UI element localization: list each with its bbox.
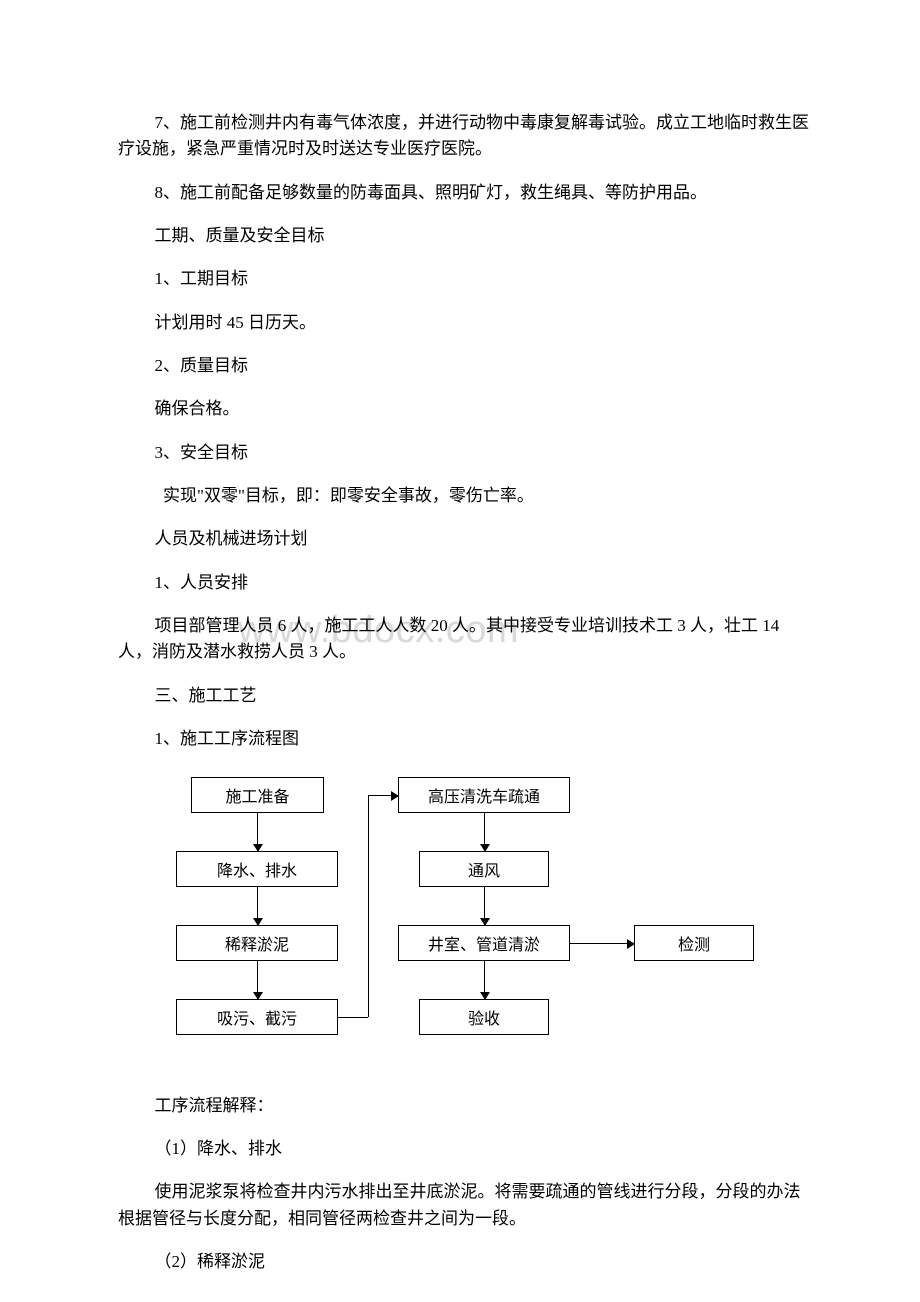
- flowchart-node-ventilation: 通风: [419, 851, 549, 887]
- elbow-h2-arrow: [368, 795, 398, 796]
- paragraph-7: 7、施工前检测井内有毒气体浓度，并进行动物中毒康复解毒试验。成立工地临时救生医疗…: [118, 110, 810, 163]
- goal-3-title: 3、安全目标: [118, 440, 810, 466]
- goal-3-body: 实现"双零"目标，即：即零安全事故，零伤亡率。: [118, 483, 810, 509]
- flowchart-node-clean: 井室、管道清淤: [398, 925, 570, 961]
- elbow-v: [368, 795, 369, 1017]
- plan-1-body: 项目部管理人员 6 人，施工工人人数 20 人。其中接受专业培训技术工 3 人，…: [118, 613, 810, 666]
- section-goals-title: 工期、质量及安全目标: [118, 223, 810, 249]
- explain-1-title: （1）降水、排水: [118, 1136, 810, 1162]
- tech-1-title: 1、施工工序流程图: [118, 726, 810, 752]
- flowchart-node-suction: 吸污、截污: [176, 999, 338, 1035]
- explain-1-body: 使用泥浆泵将检查井内污水排出至井底淤泥。将需要疏通的管线进行分段，分段的办法根据…: [118, 1179, 810, 1232]
- flowchart-node-accept: 验收: [419, 999, 549, 1035]
- goal-2-body: 确保合格。: [118, 396, 810, 422]
- flowchart-node-drainage: 降水、排水: [176, 851, 338, 887]
- flowchart-node-inspect: 检测: [634, 925, 754, 961]
- arrow-n3-n4: [257, 961, 258, 999]
- section-plan-title: 人员及机械进场计划: [118, 526, 810, 552]
- arrow-n6-n7: [484, 887, 485, 925]
- arrow-n5-n6: [484, 813, 485, 851]
- section-tech-title: 三、施工工艺: [118, 683, 810, 709]
- explain-title: 工序流程解释：: [118, 1093, 810, 1119]
- goal-2-title: 2、质量目标: [118, 353, 810, 379]
- flowchart-node-highpressure: 高压清洗车疏通: [398, 777, 570, 813]
- flowchart-node-dilute: 稀释淤泥: [176, 925, 338, 961]
- elbow-h1: [338, 1017, 368, 1018]
- explain-2-title: （2）稀释淤泥: [118, 1249, 810, 1275]
- document-body: 7、施工前检测井内有毒气体浓度，并进行动物中毒康复解毒试验。成立工地临时救生医疗…: [118, 110, 810, 1275]
- arrow-n7-n9: [570, 943, 634, 944]
- goal-1-title: 1、工期目标: [118, 266, 810, 292]
- plan-1-title: 1、人员安排: [118, 570, 810, 596]
- goal-1-body: 计划用时 45 日历天。: [118, 310, 810, 336]
- arrow-n7-n8: [484, 961, 485, 999]
- paragraph-8: 8、施工前配备足够数量的防毒面具、照明矿灯，救生绳具、等防护用品。: [118, 180, 810, 206]
- flowchart-node-prepare: 施工准备: [191, 777, 324, 813]
- arrow-n1-n2: [257, 813, 258, 851]
- arrow-n2-n3: [257, 887, 258, 925]
- process-flowchart: 施工准备 降水、排水 稀释淤泥 吸污、截污 高压清洗车疏通 通风 井室、管道清淤…: [168, 777, 810, 1065]
